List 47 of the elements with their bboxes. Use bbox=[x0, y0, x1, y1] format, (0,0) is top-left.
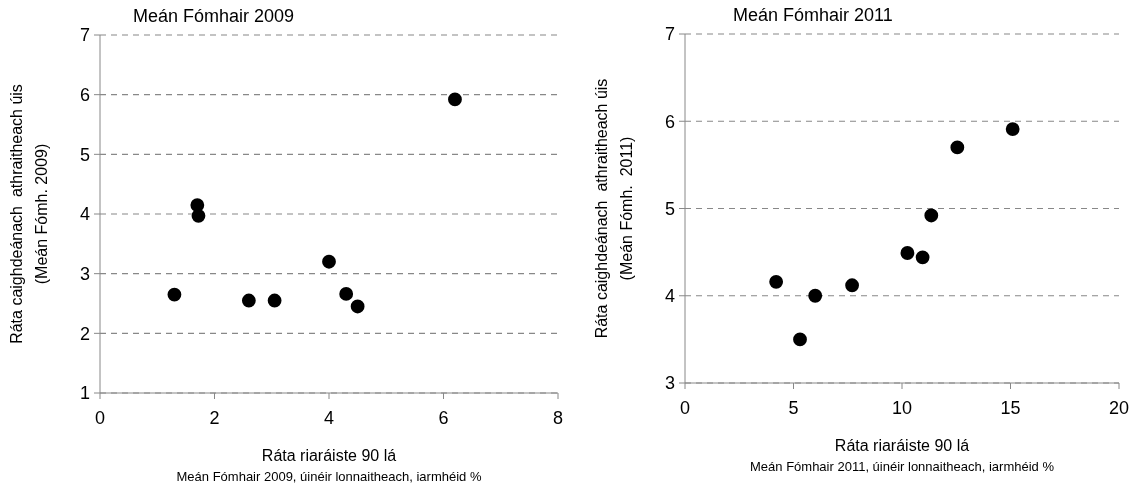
chart-title: Meán Fómhair 2009 bbox=[133, 6, 295, 26]
y-axis-title: Ráta caighdeánach athraitheach úis (Meán Fómh. 2011) bbox=[593, 78, 635, 339]
x-tick-label: 6 bbox=[438, 408, 449, 428]
point bbox=[241, 293, 256, 308]
point bbox=[845, 278, 859, 293]
point bbox=[191, 208, 206, 223]
y-tick-label: 4 bbox=[664, 286, 675, 307]
x-tick-label: 0 bbox=[94, 408, 106, 428]
x-tick-label: 5 bbox=[788, 398, 799, 418]
point bbox=[950, 140, 965, 155]
point bbox=[350, 299, 365, 314]
y-tick-label: 5 bbox=[664, 198, 675, 219]
y-tick-label: 6 bbox=[79, 84, 90, 105]
point bbox=[924, 208, 939, 223]
y-tick-label: 2 bbox=[79, 323, 90, 344]
point bbox=[448, 92, 462, 107]
point bbox=[808, 288, 823, 303]
x-axis-title: Ráta riaráiste 90 lá bbox=[834, 437, 970, 454]
y-tick-label: 1 bbox=[79, 383, 90, 404]
chart-title: Meán Fómhair 2011 bbox=[733, 5, 893, 25]
point bbox=[167, 287, 182, 302]
y-axis-title: Ráta caighdeánach athraitheach úis (Meán Fómh. 2009) bbox=[8, 84, 50, 344]
point bbox=[915, 250, 930, 265]
text: Meán Fómhair 2009, úinéir lonnaitheach, iarmhéid % bbox=[176, 469, 482, 484]
point bbox=[1005, 122, 1020, 136]
x-tick-label: 4 bbox=[323, 408, 335, 428]
x-tick-label: 0 bbox=[679, 398, 691, 418]
point bbox=[339, 287, 354, 301]
y-tick-label: 7 bbox=[664, 24, 675, 45]
x-tick-label: 10 bbox=[891, 398, 913, 418]
point bbox=[267, 293, 282, 308]
x-tick-label: 20 bbox=[1108, 398, 1130, 418]
y-tick-label: 4 bbox=[79, 204, 90, 225]
x-axis-title: Ráta riaráiste 90 lá bbox=[261, 447, 397, 464]
text: Meán Fómhair 2011, úinéir lonnaitheach, iarmhéid % bbox=[750, 459, 1055, 474]
y-tick-label: 5 bbox=[79, 144, 90, 165]
point bbox=[322, 254, 336, 269]
point bbox=[769, 274, 784, 289]
y-tick-label: 6 bbox=[664, 111, 675, 132]
x-tick-label: 8 bbox=[552, 408, 564, 428]
y-tick-label: 7 bbox=[79, 25, 90, 46]
point bbox=[793, 332, 807, 347]
y-tick-label: 3 bbox=[79, 263, 90, 284]
x-tick-label: 2 bbox=[209, 408, 220, 428]
y-tick-label: 3 bbox=[664, 373, 675, 394]
x-tick-label: 15 bbox=[1000, 398, 1021, 418]
point bbox=[900, 246, 915, 260]
